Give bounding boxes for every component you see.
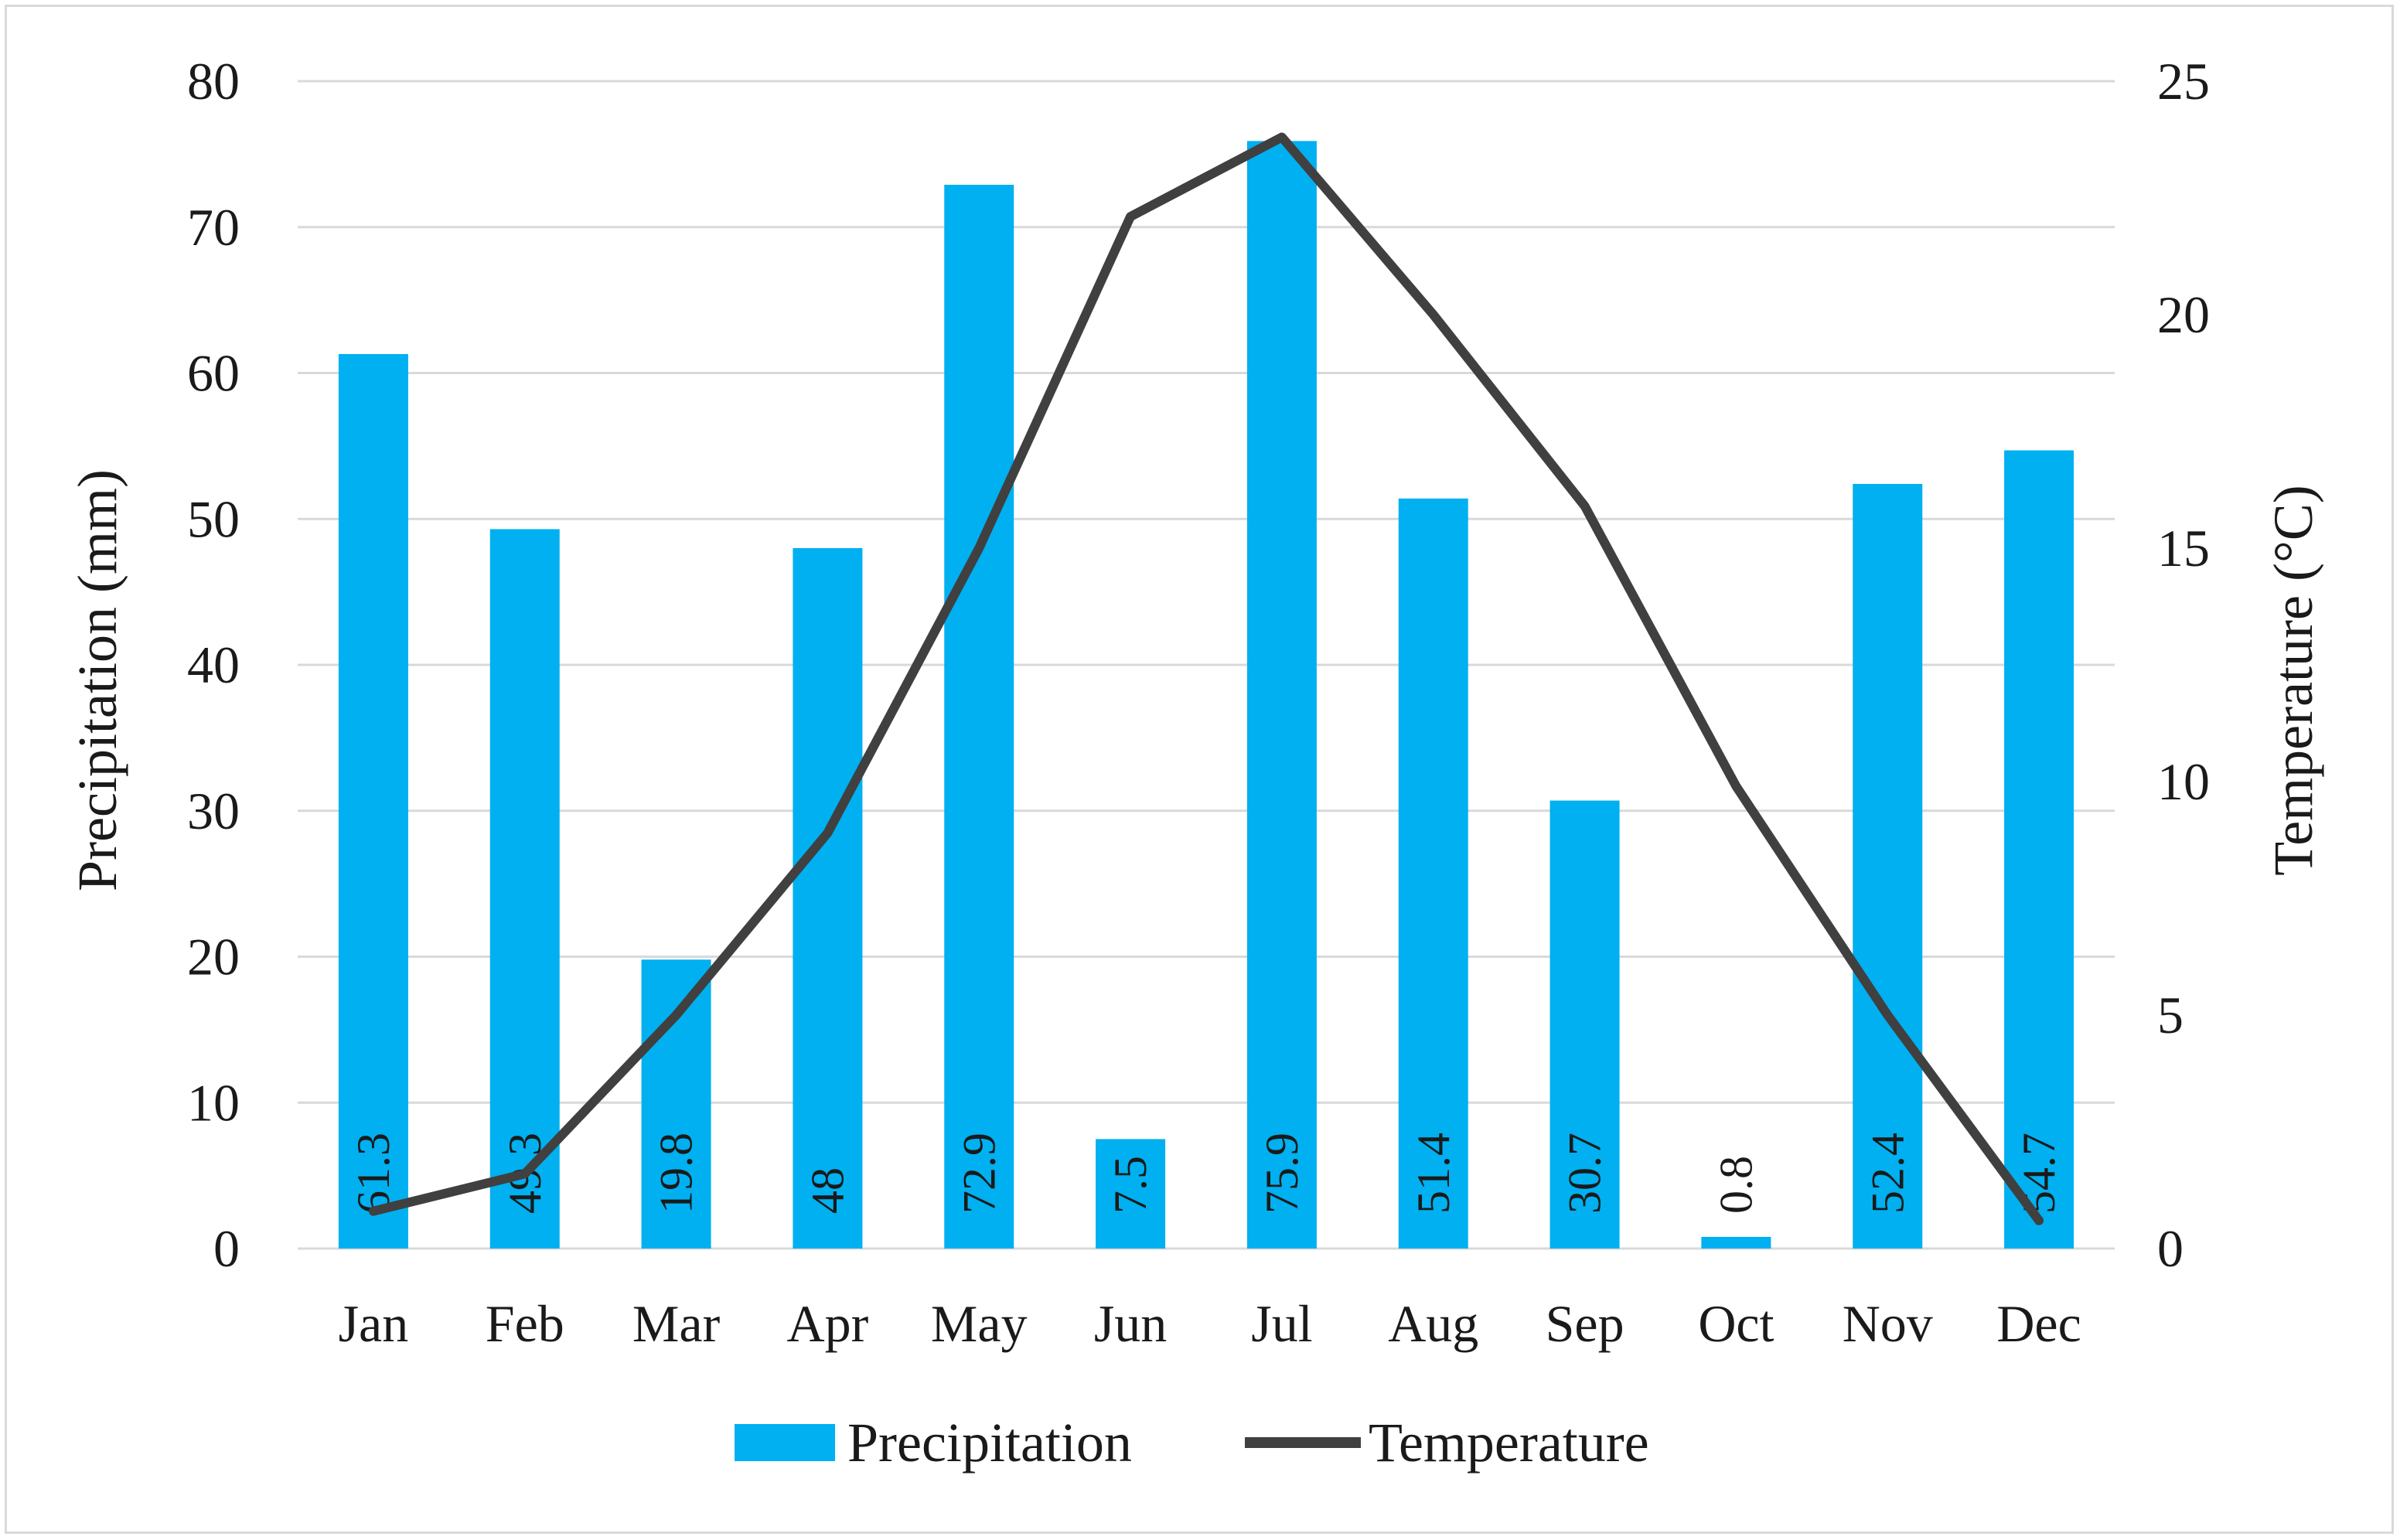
x-tick-aug: Aug (1388, 1294, 1478, 1353)
left-tick-label: 30 (187, 782, 240, 840)
left-tick-label: 40 (187, 635, 240, 694)
legend-label-temperature: Temperature (1369, 1412, 1649, 1474)
right-tick-label: 0 (2157, 1219, 2184, 1278)
x-tick-sep: Sep (1546, 1294, 1624, 1353)
right-axis-title: Temperature (°C) (2262, 485, 2324, 876)
right-tick-label: 25 (2157, 52, 2210, 111)
x-tick-feb: Feb (486, 1294, 564, 1353)
bar-jan (338, 353, 408, 1249)
left-tick-label: 70 (187, 198, 240, 257)
right-tick-label: 15 (2157, 519, 2210, 578)
x-tick-nov: Nov (1843, 1294, 1933, 1353)
data-label-oct: 0.8 (1710, 1156, 1761, 1214)
legend: Precipitation Temperature (735, 1412, 1649, 1474)
legend-label-precipitation: Precipitation (847, 1412, 1132, 1474)
right-tick-label: 10 (2157, 752, 2210, 811)
right-axis-ticks: 0 5 10 15 20 25 (2157, 52, 2210, 1278)
data-label-nov: 52.4 (1862, 1133, 1913, 1214)
temperature-line (368, 132, 2044, 1225)
data-label-sep: 30.7 (1560, 1133, 1611, 1214)
precipitation-bars (338, 141, 2074, 1249)
data-label-jan: 61.3 (348, 1133, 399, 1214)
bar-dec (2004, 450, 2074, 1249)
right-tick-label: 5 (2157, 986, 2184, 1044)
left-tick-label: 60 (187, 344, 240, 403)
bar-apr (793, 548, 863, 1249)
data-label-may: 72.9 (953, 1133, 1004, 1214)
gridlines (298, 80, 2115, 1250)
legend-swatch-precipitation (735, 1424, 835, 1461)
left-tick-label: 0 (213, 1219, 240, 1278)
left-tick-label: 80 (187, 52, 240, 111)
left-axis-title: Precipitation (mm) (66, 469, 128, 891)
data-label-mar: 19.8 (651, 1133, 702, 1214)
x-tick-jan: Jan (339, 1294, 409, 1353)
right-tick-label: 20 (2157, 285, 2210, 344)
bar-nov (1853, 483, 1923, 1249)
bar-oct (1701, 1236, 1771, 1249)
bar-jun (1096, 1139, 1166, 1249)
bar-aug (1398, 498, 1468, 1249)
left-tick-label: 20 (187, 928, 240, 986)
x-tick-apr: Apr (787, 1294, 869, 1353)
x-tick-jun: Jun (1094, 1294, 1167, 1353)
left-tick-label: 50 (187, 489, 240, 548)
bar-jul (1246, 141, 1317, 1249)
data-label-jun: 7.5 (1105, 1156, 1156, 1214)
bar-data-labels: 61.3 49.3 19.8 48 72.9 7.5 75.9 51.4 30.7 0.8 52.4… (348, 1133, 2064, 1214)
left-axis-ticks: 0 10 20 30 40 50 60 70 80 (187, 52, 240, 1278)
x-tick-may: May (931, 1294, 1028, 1353)
bar-feb (489, 529, 560, 1249)
left-tick-label: 10 (187, 1073, 240, 1132)
data-label-apr: 48 (802, 1167, 853, 1214)
x-tick-oct: Oct (1698, 1294, 1774, 1353)
x-tick-jul: Jul (1251, 1294, 1312, 1353)
temperature-line-layer (368, 132, 2044, 1225)
x-tick-dec: Dec (1996, 1294, 2081, 1353)
x-tick-mar: Mar (632, 1294, 721, 1353)
bar-may (944, 185, 1014, 1249)
data-label-jul: 75.9 (1256, 1133, 1307, 1214)
bar-sep (1549, 800, 1620, 1249)
x-axis-ticks: Jan Feb Mar Apr May Jun Jul Aug Sep Oct Nov Dec (339, 1294, 2081, 1353)
data-label-aug: 51.4 (1408, 1133, 1459, 1214)
bar-mar (641, 959, 711, 1249)
